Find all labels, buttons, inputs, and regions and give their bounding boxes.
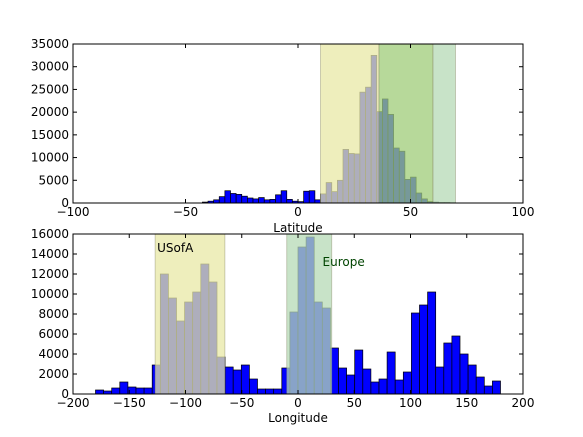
x-tick-label: −200 — [57, 396, 90, 410]
longitude-bar — [435, 366, 445, 395]
latitude-bar — [269, 199, 276, 204]
longitude-bar — [386, 351, 396, 395]
longitude-bar — [427, 291, 437, 395]
longitude-bar — [346, 374, 356, 395]
latitude-histogram: −100 −50 0 50 100 0 5000 10000 15000 20000 25000 30… — [31, 37, 535, 235]
x-axis-label: Longitude — [268, 411, 328, 425]
latitude-bar — [235, 194, 243, 204]
y-tick-label: 8000 — [38, 307, 69, 321]
x-tick-label: 0 — [294, 205, 302, 219]
longitude-bar — [232, 369, 242, 395]
y-tick-label: 25000 — [31, 82, 69, 96]
x-tick-label: −50 — [229, 396, 254, 410]
x-tick-label: 50 — [403, 205, 418, 219]
x-tick-label: −150 — [113, 396, 146, 410]
longitude-bar — [257, 388, 266, 395]
latitude-bar — [286, 199, 293, 204]
longitude-bar — [95, 389, 104, 395]
longitude-bar — [240, 364, 250, 395]
longitude-bar — [411, 312, 420, 395]
latitude-bar — [230, 193, 237, 204]
x-tick-label: 100 — [512, 205, 535, 219]
x-tick-label: 0 — [294, 396, 302, 410]
longitude-bar — [224, 366, 234, 395]
longitude-bar — [143, 387, 153, 395]
longitude-bar — [443, 342, 453, 395]
longitude-bar — [273, 388, 283, 395]
longitude-bar — [265, 388, 275, 395]
longitude-bar — [467, 364, 477, 395]
longitude-bar — [135, 387, 145, 395]
longitude-histogram: −200 −150 −100 −50 0 50 100 150 2000200040006000… — [31, 227, 535, 425]
latitude-bar — [280, 190, 288, 204]
latitude-bar — [224, 190, 231, 204]
latitude-bar — [252, 198, 259, 204]
y-tick-label: 15000 — [31, 128, 69, 142]
latitude-bar — [303, 190, 310, 204]
y-tick-label: 12000 — [31, 267, 69, 281]
y-tick-label: 2000 — [38, 367, 69, 381]
y-tick-label: 0 — [61, 196, 69, 210]
region-annotation-label: USofA — [157, 241, 194, 255]
y-tick-label: 10000 — [31, 151, 69, 165]
latitude-bar — [241, 195, 248, 204]
longitude-bar — [459, 353, 469, 395]
longitude-bar — [249, 378, 258, 395]
longitude-bar — [394, 379, 404, 395]
longitude-bar — [475, 376, 485, 395]
y-tick-label: 16000 — [31, 227, 69, 241]
x-tick-label: −100 — [169, 396, 202, 410]
x-tick-label: 150 — [455, 396, 478, 410]
latitude-region-band — [432, 43, 456, 204]
latitude-bar — [218, 196, 226, 204]
longitude-bar — [111, 387, 121, 395]
longitude-bar — [483, 385, 493, 395]
latitude-bar — [308, 190, 316, 204]
x-tick-label: −100 — [57, 205, 90, 219]
y-tick-label: 35000 — [31, 37, 69, 51]
y-tick-label: 6000 — [38, 327, 69, 341]
y-tick-label: 10000 — [31, 287, 69, 301]
x-tick-label: 50 — [347, 396, 362, 410]
latitude-region-band — [320, 43, 380, 204]
y-tick-label: 20000 — [31, 105, 69, 119]
latitude-bar — [275, 194, 282, 204]
longitude-bar — [419, 304, 428, 395]
x-tick-label: −50 — [173, 205, 198, 219]
latitude-bar — [258, 197, 265, 204]
latitude-region-band — [378, 43, 434, 204]
y-tick-label: 5000 — [38, 173, 69, 187]
y-tick-label: 14000 — [31, 247, 69, 261]
longitude-bar — [338, 367, 347, 395]
y-tick-label: 30000 — [31, 60, 69, 74]
y-tick-label: 0 — [61, 387, 69, 401]
y-tick-label: 4000 — [38, 347, 69, 361]
longitude-bar — [378, 378, 388, 395]
longitude-bar — [370, 381, 380, 395]
region-annotation-label: Europe — [323, 255, 365, 269]
longitude-bar — [492, 380, 501, 395]
longitude-region-band — [154, 233, 226, 395]
longitude-bar — [354, 349, 364, 395]
longitude-bar — [119, 381, 129, 395]
longitude-bar — [362, 368, 372, 395]
x-tick-label: 200 — [512, 396, 535, 410]
x-tick-label: 100 — [399, 396, 422, 410]
longitude-bar — [451, 335, 461, 395]
x-axis-label: Latitude — [273, 221, 322, 235]
latitude-bar — [247, 197, 254, 204]
